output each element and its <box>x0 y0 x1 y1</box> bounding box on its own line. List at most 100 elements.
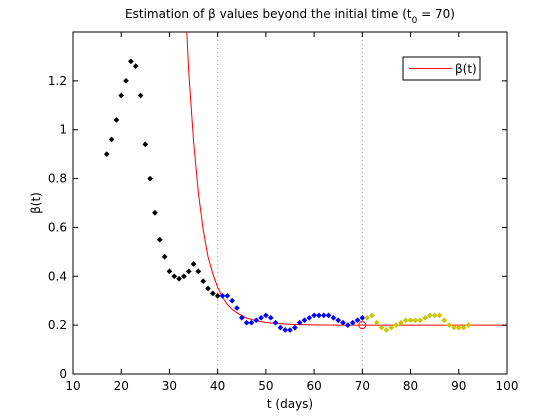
data-point-series2 <box>340 319 346 326</box>
data-point-series3 <box>397 319 404 326</box>
data-point-series2 <box>277 324 284 331</box>
data-point-series2 <box>315 312 322 319</box>
data-point-series2 <box>258 314 265 321</box>
chart-title-tail: = 70) <box>417 7 455 21</box>
data-point-series2 <box>335 317 342 324</box>
data-point-series2 <box>291 324 298 331</box>
x-tick-label: 30 <box>162 379 177 393</box>
data-point-series2 <box>248 319 255 326</box>
data-point-series2 <box>219 292 226 299</box>
data-point-series3 <box>407 317 414 324</box>
data-point-series1 <box>190 261 197 268</box>
data-point-series3 <box>417 317 424 324</box>
data-point-series1 <box>156 236 163 243</box>
data-point-series3 <box>465 322 472 329</box>
data-point-series2 <box>349 319 356 326</box>
x-tick-label: 90 <box>451 379 466 393</box>
legend-entry-beta: β(t) <box>455 62 477 76</box>
data-point-series2 <box>330 314 337 321</box>
data-point-series3 <box>431 312 438 319</box>
data-point-series3 <box>446 322 453 329</box>
plot-area: 10 20 30 40 50 60 70 80 90 100 0 0.2 0.4 0.6 0.8 1 1.2 <box>48 31 519 393</box>
x-tick-label: 60 <box>306 379 321 393</box>
data-point-series2 <box>287 327 293 333</box>
x-tick-label: 10 <box>65 379 80 393</box>
data-point-series1 <box>166 268 173 275</box>
data-point-series2 <box>320 312 327 319</box>
data-point-series2 <box>253 317 260 324</box>
data-point-series2 <box>272 319 279 326</box>
y-tick-label: 1 <box>59 123 67 137</box>
data-point-series1 <box>176 275 183 282</box>
data-point-series3 <box>364 314 371 321</box>
data-point-series3 <box>426 312 433 319</box>
data-point-series2 <box>325 312 332 319</box>
initial-time-marker <box>358 321 367 330</box>
x-tick-label: 80 <box>403 379 418 393</box>
data-point-series2 <box>359 314 366 321</box>
data-point-series2 <box>262 312 269 319</box>
data-point-series3 <box>460 324 467 331</box>
data-point-series1 <box>214 292 221 299</box>
data-point-series3 <box>422 314 428 321</box>
data-point-series1 <box>113 116 120 123</box>
x-tick-label: 40 <box>210 379 225 393</box>
data-point-series1 <box>171 273 178 280</box>
data-point-series3 <box>373 319 380 326</box>
data-point-series1 <box>161 253 168 260</box>
data-point-series1 <box>152 209 158 216</box>
y-tick-label: 0.8 <box>48 172 67 186</box>
data-point-series1 <box>195 268 202 275</box>
x-tick-label: 20 <box>114 379 129 393</box>
data-point-series1 <box>127 58 134 65</box>
data-point-series2 <box>238 314 245 321</box>
data-point-series1 <box>142 141 149 148</box>
data-point-series1 <box>108 136 115 143</box>
data-point-series3 <box>369 312 375 319</box>
data-point-series3 <box>455 324 462 331</box>
data-point-series2 <box>234 305 240 311</box>
data-point-series1 <box>103 151 110 158</box>
x-tick-label: 100 <box>496 379 519 393</box>
data-point-series2 <box>311 312 318 319</box>
chart-title-subscript: 0 <box>412 16 418 26</box>
x-tick-label: 50 <box>258 379 273 393</box>
data-point-series2 <box>301 317 308 324</box>
data-point-series1 <box>132 63 139 70</box>
x-axis-label: t (days) <box>267 397 313 411</box>
data-point-series2 <box>267 314 274 321</box>
data-point-series3 <box>412 317 419 324</box>
data-point-series3 <box>393 322 400 329</box>
data-point-series3 <box>388 324 395 331</box>
data-point-series2 <box>243 319 250 326</box>
data-point-series1 <box>147 175 154 182</box>
data-point-series2 <box>229 297 236 304</box>
data-point-series2 <box>354 317 361 324</box>
data-point-series2 <box>282 327 289 333</box>
data-point-series3 <box>378 324 385 331</box>
data-point-series1 <box>180 273 187 280</box>
y-axis-label: β(t) <box>29 192 43 214</box>
data-point-series2 <box>224 292 231 299</box>
chart-title-main: Estimation of β values beyond the initia… <box>125 7 412 21</box>
data-point-series2 <box>344 322 351 329</box>
y-tick-label: 0.4 <box>48 269 67 283</box>
data-point-series1 <box>205 285 211 292</box>
data-point-series2 <box>306 314 313 321</box>
legend: β(t) <box>402 56 481 81</box>
data-point-series3 <box>383 327 390 333</box>
y-tick-label: 0.2 <box>48 318 67 332</box>
data-point-series3 <box>402 317 409 324</box>
y-tick-label: 0 <box>59 367 67 381</box>
chart-title: Estimation of β values beyond the initia… <box>125 7 455 26</box>
x-tick-label: 70 <box>355 379 370 393</box>
data-point-series1 <box>137 92 144 99</box>
data-point-series1 <box>200 278 207 285</box>
data-point-series3 <box>441 317 448 324</box>
y-tick-label: 0.6 <box>48 220 67 234</box>
data-point-series1 <box>123 77 129 84</box>
axes-box <box>72 31 508 375</box>
data-point-series3 <box>436 312 443 319</box>
